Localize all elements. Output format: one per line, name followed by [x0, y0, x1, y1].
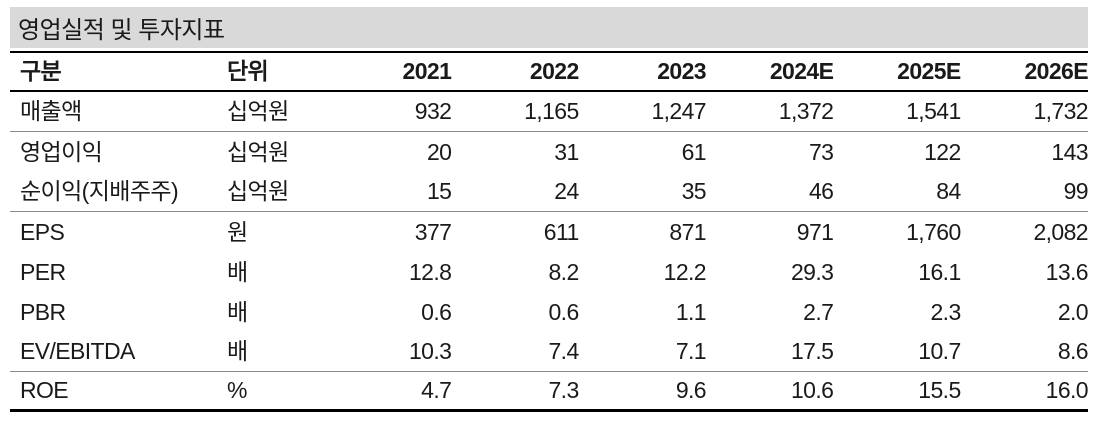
financial-table: 영업실적 및 투자지표 구분 단위 2021 2022 2023 2024E 2… — [10, 7, 1089, 412]
value-cell: 20 — [426, 138, 452, 165]
value-cell: 611 — [543, 218, 579, 245]
value-cell: 4.7 — [421, 377, 452, 403]
row-label-cell: PER — [20, 258, 66, 285]
value-cell: 10.6 — [790, 377, 834, 403]
table-row: 영업이익 십억원 20 31 61 73 122 143 — [10, 132, 1089, 172]
value-cell: 1,541 — [906, 98, 961, 124]
value-cell: 7.3 — [548, 377, 579, 403]
value-cell: 31 — [554, 138, 579, 165]
table-row: 매출액 십억원 932 1,165 1,247 1,372 1,541 1,732 — [10, 92, 1089, 132]
value-cell: 15 — [426, 178, 452, 204]
value-cell: 377 — [414, 218, 452, 245]
value-cell: 8.2 — [548, 258, 579, 285]
row-label-cell: 매출액 — [20, 98, 82, 124]
value-cell: 99 — [1063, 178, 1089, 204]
table-row: EPS 원 377 611 871 971 1,760 2,082 — [10, 212, 1089, 252]
value-cell: 1.1 — [675, 298, 707, 325]
value-cell: 932 — [414, 98, 452, 124]
row-unit-cell: 배 — [227, 298, 248, 325]
value-cell: 29.3 — [790, 258, 834, 285]
value-cell: 0.6 — [421, 298, 452, 325]
row-label-cell: EPS — [20, 218, 65, 245]
table-body: 매출액 십억원 932 1,165 1,247 1,372 1,541 1,732 영업이익 십억… — [10, 92, 1089, 412]
value-cell: 122 — [924, 138, 961, 165]
value-cell: 73 — [808, 138, 834, 165]
row-label-cell: ROE — [20, 377, 69, 403]
table-title: 영업실적 및 투자지표 — [10, 7, 1088, 48]
row-label-cell: 영업이익 — [20, 138, 103, 165]
row-unit-cell: % — [227, 377, 247, 403]
column-header-unit: 단위 — [227, 58, 269, 84]
row-label-cell: 순이익(지배주주) — [20, 178, 179, 204]
value-cell: 2.0 — [1057, 298, 1089, 325]
value-cell: 16.1 — [918, 258, 961, 285]
value-cell: 1,165 — [524, 98, 579, 124]
value-cell: 7.4 — [548, 338, 579, 364]
table-row: PER 배 12.8 8.2 12.2 29.3 16.1 13.6 — [10, 252, 1089, 292]
value-cell: 12.2 — [663, 258, 707, 285]
column-header-2026e: 2026E — [1024, 58, 1088, 84]
value-cell: 871 — [669, 218, 706, 245]
value-cell: 1,372 — [778, 98, 834, 124]
value-cell: 24 — [554, 178, 579, 204]
value-cell: 9.6 — [675, 377, 707, 403]
table-row: PBR 배 0.6 0.6 1.1 2.7 2.3 2.0 — [10, 292, 1089, 332]
row-label-cell: PBR — [20, 298, 66, 325]
value-cell: 10.7 — [918, 338, 961, 364]
row-unit-cell: 십억원 — [227, 98, 289, 124]
value-cell: 35 — [681, 178, 707, 204]
table-row: ROE% 4.7 7.3 9.6 10.6 15.5 16.0 — [10, 372, 1089, 412]
row-unit-cell: 십억원 — [227, 178, 289, 204]
row-unit-cell: 원 — [227, 218, 248, 245]
value-cell: 2,082 — [1033, 218, 1088, 245]
value-cell: 13.6 — [1045, 258, 1089, 285]
column-header-category: 구분 — [20, 58, 62, 84]
table-row: 순이익(지배주주) 십억원 15 24 35 46 84 99 — [10, 172, 1089, 212]
column-header-2023: 2023 — [657, 58, 706, 84]
column-header-2025e: 2025E — [897, 58, 961, 84]
value-cell: 971 — [796, 218, 834, 245]
value-cell: 7.1 — [675, 338, 707, 364]
value-cell: 10.3 — [408, 338, 452, 364]
row-label-cell: EV/EBITDA — [20, 338, 135, 364]
column-header-2021: 2021 — [402, 58, 452, 84]
value-cell: 61 — [681, 138, 707, 165]
row-unit-cell: 십억원 — [227, 138, 289, 165]
value-cell: 143 — [1051, 138, 1088, 165]
value-cell: 12.8 — [408, 258, 452, 285]
value-cell: 16.0 — [1045, 377, 1089, 403]
value-cell: 17.5 — [790, 338, 834, 364]
value-cell: 84 — [936, 178, 961, 204]
column-header-2024e: 2024E — [769, 58, 834, 84]
value-cell: 0.6 — [548, 298, 579, 325]
column-header-2022: 2022 — [529, 58, 579, 84]
value-cell: 2.3 — [930, 298, 961, 325]
row-unit-cell: 배 — [227, 338, 248, 364]
row-unit-cell: 배 — [227, 258, 248, 285]
table-header-row: 구분 단위 2021 2022 2023 2024E 2025E 2026E — [10, 51, 1089, 92]
table-row: EV/EBITDA 배 10.3 7.4 7.1 17.5 10.7 8.6 — [10, 332, 1089, 372]
value-cell: 1,760 — [906, 218, 961, 245]
value-cell: 1,732 — [1033, 98, 1088, 124]
value-cell: 46 — [808, 178, 834, 204]
value-cell: 15.5 — [918, 377, 961, 403]
value-cell: 2.7 — [803, 298, 834, 325]
value-cell: 8.6 — [1057, 338, 1089, 364]
value-cell: 1,247 — [651, 98, 706, 124]
